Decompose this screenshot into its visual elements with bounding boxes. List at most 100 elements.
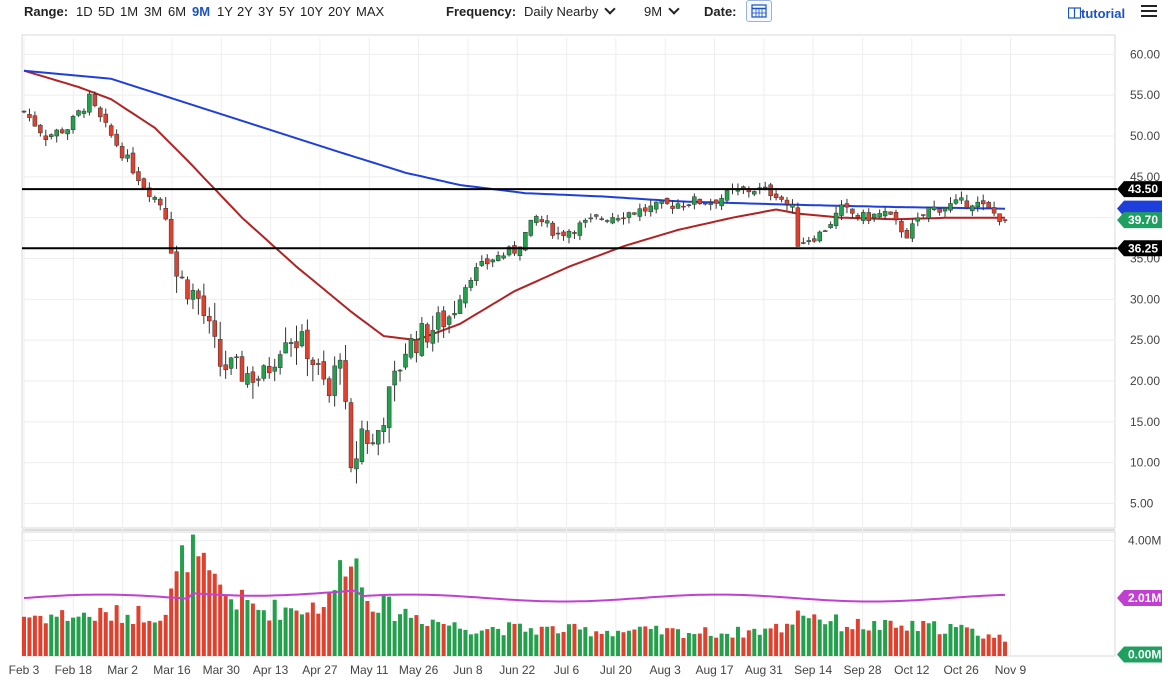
candle-body	[223, 364, 228, 371]
frequency-dropdown[interactable]: Daily Nearby	[524, 3, 617, 19]
candle-body	[561, 231, 566, 236]
range-button-1m[interactable]: 1M	[120, 4, 139, 19]
volume-bar	[299, 614, 304, 656]
candle-body	[468, 279, 474, 288]
volume-bar	[779, 632, 784, 656]
volume-bar	[327, 592, 332, 656]
candle-body	[506, 246, 512, 256]
candle-body	[92, 94, 98, 106]
volume-bar	[605, 630, 610, 656]
volume-bars	[22, 534, 1007, 656]
volume-bar	[278, 619, 283, 656]
range-button-6m[interactable]: 6M	[168, 4, 187, 19]
candle-body	[441, 310, 446, 328]
candle-body	[970, 205, 975, 212]
range-button-5y[interactable]: 5Y	[279, 4, 295, 19]
volume-bar	[54, 616, 59, 656]
candle-body	[594, 214, 599, 217]
candle-body	[512, 245, 517, 254]
candle-body	[899, 221, 904, 233]
candle-body	[163, 208, 168, 220]
candle-body	[762, 186, 768, 189]
candle-body	[795, 207, 801, 247]
volume-bar	[332, 590, 337, 656]
volume-bar	[98, 607, 103, 656]
candle-body	[337, 359, 343, 369]
candle-body	[43, 135, 49, 140]
volume-bar	[768, 628, 773, 656]
candle-body	[871, 213, 877, 219]
candle-body	[212, 320, 217, 337]
volume-bar	[517, 623, 522, 656]
range-button-1y[interactable]: 1Y	[217, 4, 233, 19]
price-tick-label: 55.00	[1130, 88, 1160, 102]
candle-body	[354, 458, 359, 470]
candle-body	[806, 240, 812, 242]
volume-bar	[441, 623, 446, 656]
candle-body	[430, 330, 435, 344]
candle-body	[615, 218, 621, 221]
candle-body	[632, 212, 637, 215]
volume-bar	[38, 615, 43, 656]
date-tick-label: Oct 12	[894, 663, 930, 677]
volume-bar	[686, 632, 691, 656]
volume-bar	[92, 620, 97, 656]
hamburger-menu-icon[interactable]	[1141, 5, 1157, 19]
candle-body	[32, 115, 38, 127]
volume-bar	[610, 636, 615, 656]
candle-body	[604, 220, 610, 222]
volume-bar	[577, 629, 582, 656]
tutorial-link[interactable]: tutorial	[1067, 6, 1125, 21]
volume-bar	[283, 607, 288, 656]
candle-body	[828, 224, 833, 228]
volume-bar	[523, 631, 528, 656]
volume-bar	[185, 572, 190, 656]
volume-bar	[349, 566, 353, 656]
range-button-20y[interactable]: 20Y	[328, 4, 352, 19]
volume-bar	[354, 558, 359, 656]
volume-bar	[877, 629, 882, 656]
volume-bar	[201, 552, 206, 656]
range-button-max[interactable]: MAX	[356, 4, 385, 19]
candle-body	[555, 232, 561, 235]
calendar-button[interactable]	[746, 0, 772, 22]
range-button-3y[interactable]: 3Y	[258, 4, 274, 19]
volume-bar	[447, 625, 452, 656]
candle-body	[659, 200, 664, 204]
volume-bar	[834, 614, 839, 656]
volume-bar	[746, 630, 751, 656]
candle-body	[283, 342, 288, 354]
candle-body	[648, 205, 653, 213]
volume-bar	[806, 618, 811, 656]
volume-bar	[81, 612, 86, 656]
range-button-2y[interactable]: 2Y	[237, 4, 253, 19]
volume-bar	[948, 623, 953, 656]
volume-bar	[943, 633, 948, 656]
volume-bar	[27, 617, 32, 656]
volume-bar	[583, 627, 588, 656]
candle-body	[844, 203, 850, 208]
volume-bar	[828, 621, 833, 656]
volume-bar	[861, 629, 866, 656]
volume-bar	[250, 603, 255, 656]
candle-body	[419, 323, 425, 356]
period-dropdown[interactable]: 9M	[644, 3, 680, 19]
range-button-3m[interactable]: 3M	[144, 4, 163, 19]
range-button-10y[interactable]: 10Y	[300, 4, 324, 19]
volume-bar	[855, 618, 860, 656]
range-button-5d[interactable]: 5D	[98, 4, 115, 19]
candle-body	[790, 204, 795, 208]
volume-bar	[659, 634, 664, 656]
volume-bar	[272, 599, 277, 656]
candle-body	[583, 219, 588, 223]
range-button-1d[interactable]: 1D	[76, 4, 93, 19]
candle-body	[490, 259, 495, 263]
volume-tick-label: 4.00M	[1128, 534, 1161, 548]
candle-body	[376, 430, 381, 445]
range-button-9m[interactable]: 9M	[192, 4, 211, 19]
volume-bar	[599, 633, 604, 656]
volume-bar	[534, 634, 539, 656]
volume-bar	[136, 605, 141, 656]
candle-body	[703, 202, 708, 205]
